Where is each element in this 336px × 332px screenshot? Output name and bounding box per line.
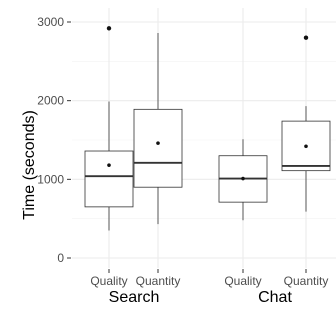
x-tick-label: Quantity	[284, 274, 329, 288]
box-chat-quantity	[281, 35, 331, 212]
mean-point	[304, 144, 308, 149]
y-axis-ticks: 0 1000 2000 3000	[37, 15, 71, 265]
outlier-point	[303, 35, 309, 40]
y-tick-label: 1000	[37, 172, 64, 186]
box-chat-quality	[218, 139, 268, 221]
x-tick-label: Quality	[90, 274, 127, 288]
x-tick-label: Quantity	[136, 274, 181, 288]
y-tick-label: 2000	[37, 94, 64, 108]
box-iqr	[84, 150, 134, 208]
mean-point	[107, 163, 111, 167]
box-iqr	[133, 108, 183, 188]
group-label-search: Search	[109, 289, 160, 306]
x-tick-label: Quality	[224, 274, 261, 288]
mean-point	[156, 141, 160, 145]
box-search-quantity	[133, 33, 183, 225]
outlier-point	[106, 26, 112, 31]
box-search-quality	[84, 26, 134, 231]
y-tick-label: 3000	[37, 15, 64, 29]
boxes	[84, 26, 331, 231]
mean-point	[241, 176, 245, 181]
y-axis-title: Time (seconds)	[21, 110, 38, 220]
group-labels: Search Chat	[109, 289, 293, 306]
y-tick-label: 0	[57, 251, 64, 265]
x-axis-ticks: Quality Quantity Quality Quantity	[90, 269, 328, 288]
group-label-chat: Chat	[258, 289, 292, 306]
